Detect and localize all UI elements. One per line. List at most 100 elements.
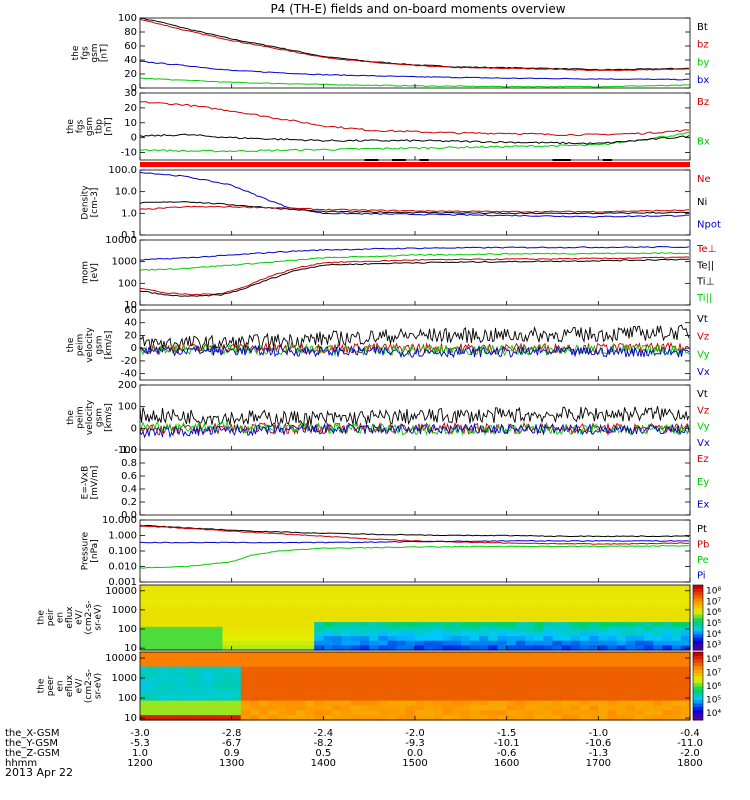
spectrogram-cell — [534, 652, 544, 658]
spectrogram-cell — [598, 622, 609, 628]
spectrogram-cell — [580, 681, 590, 687]
spectrogram-cell — [671, 589, 682, 595]
spectrogram-cell — [295, 695, 306, 702]
spectrogram-cell — [149, 695, 159, 702]
series-line-trace2 — [139, 133, 690, 145]
series-line-Te|| — [139, 258, 690, 297]
spectrogram-cell — [616, 622, 627, 628]
spectrogram-cell — [625, 700, 636, 707]
spectrogram-cell — [268, 710, 279, 716]
spectrogram-cell — [598, 617, 609, 623]
spectrogram-cell — [341, 612, 352, 619]
spectrogram-cell — [195, 598, 205, 605]
spectrogram-cell — [231, 671, 242, 677]
spectrogram-cell — [442, 598, 453, 605]
spectrogram-cell — [268, 617, 279, 623]
spectrogram-cell — [552, 640, 563, 646]
spectrogram-cell — [323, 681, 334, 687]
y-tick-label: 100 — [118, 402, 137, 413]
spectrogram-cell — [479, 715, 489, 721]
spectrogram-cell — [231, 645, 242, 651]
spectrogram-cell — [525, 626, 535, 632]
spectrogram-cell — [240, 661, 251, 668]
spectrogram-cell — [543, 715, 554, 721]
spectrogram-cell — [543, 589, 554, 595]
spectrogram-cell — [515, 612, 526, 619]
spectrogram-cell — [635, 585, 645, 591]
spectrogram-cell — [360, 589, 370, 595]
colorbar-segment — [693, 614, 703, 619]
spectrogram-cell — [451, 656, 462, 663]
spectrogram-cell — [534, 700, 544, 707]
spectrogram-cell — [240, 652, 251, 658]
spectrogram-cell — [561, 715, 572, 721]
spectrogram-cell — [305, 671, 315, 677]
spectrogram-cell — [323, 636, 334, 642]
spectrogram-cell — [497, 676, 508, 682]
spectrogram-cell — [415, 598, 425, 605]
spectrogram-cell — [369, 622, 379, 628]
spectrogram-cell — [415, 690, 425, 697]
spectrogram-cell — [204, 652, 214, 658]
spectrogram-cell — [305, 626, 315, 632]
spectrogram-cell — [286, 631, 297, 637]
spectrogram-cell — [616, 686, 627, 692]
spectrogram-cell — [240, 666, 251, 673]
spectrogram-cell — [387, 705, 398, 711]
spectrogram-cell — [653, 617, 664, 623]
spectrogram-cell — [525, 686, 535, 692]
spectrogram-cell — [424, 681, 434, 687]
spectrogram-cell — [295, 710, 306, 716]
spectrogram-cell — [433, 626, 444, 632]
spectrogram-cell — [314, 676, 324, 682]
spectrogram-cell — [424, 626, 434, 632]
colorbar-segment — [693, 640, 703, 645]
spectrogram-cell — [662, 681, 673, 687]
spectrogram-cell — [580, 705, 590, 711]
spectrogram-cell — [213, 594, 224, 600]
spectrogram-cell — [277, 690, 288, 697]
spectrogram-cell — [405, 598, 416, 605]
spectrogram-cell — [195, 666, 205, 673]
spectrogram-cell — [607, 671, 618, 677]
spectrogram-cell — [140, 612, 150, 619]
spectrogram-cell — [305, 631, 315, 637]
spectrogram-cell — [607, 626, 618, 632]
y-axis-label: [nT] — [99, 44, 109, 62]
spectrogram-cell — [680, 686, 691, 692]
spectrogram-cell — [625, 656, 636, 663]
spectrogram-cell — [662, 594, 673, 600]
spectrogram-cell — [488, 661, 499, 668]
spectrogram-cell — [277, 622, 288, 628]
spectrogram-cell — [204, 676, 214, 682]
orbit-value: -0.4 — [680, 728, 700, 739]
spectrogram-cell — [506, 666, 517, 673]
spectrogram-cell — [488, 656, 499, 663]
date-label: 2013 Apr 22 — [5, 766, 73, 779]
spectrogram-cell — [341, 666, 352, 673]
y-axis-label: eV/ — [75, 678, 85, 694]
spectrogram-cell — [305, 603, 315, 609]
spectrogram-cell — [488, 652, 499, 658]
colorbar-segment — [693, 637, 703, 641]
spectrogram-cell — [525, 603, 535, 609]
spectrogram-cell — [543, 645, 554, 651]
spectrogram-cell — [635, 681, 645, 687]
spectrogram-cell — [552, 631, 563, 637]
spectrogram-cell — [332, 690, 343, 697]
spectrogram-cell — [415, 612, 425, 619]
spectrogram-cell — [360, 626, 370, 632]
spectrogram-cell — [625, 710, 636, 716]
y-tick-label: 20 — [124, 331, 137, 342]
spectrogram-cell — [167, 661, 178, 668]
spectrogram-cell — [671, 715, 682, 721]
spectrogram-cell — [250, 695, 260, 702]
spectrogram-cell — [589, 700, 599, 707]
spectrogram-cell — [635, 700, 645, 707]
spectrogram-cell — [598, 652, 609, 658]
spectrogram-cell — [314, 603, 324, 609]
spectrogram-cell — [295, 681, 306, 687]
